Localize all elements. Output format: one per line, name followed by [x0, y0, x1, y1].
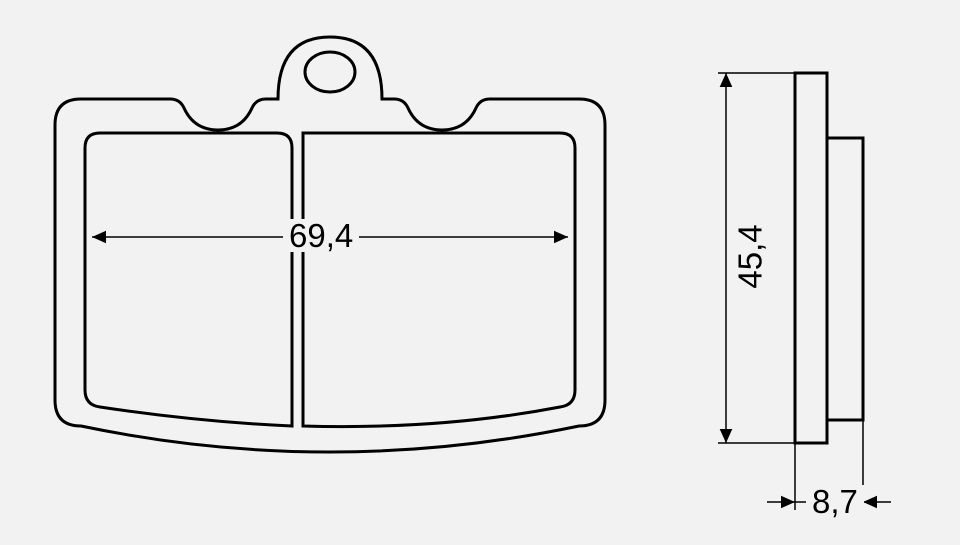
dimension-thickness-label: 8,7 [806, 485, 864, 518]
drawing-svg [0, 0, 960, 545]
friction-pad-left [85, 133, 292, 426]
dimension-height-label: 45,4 [734, 218, 767, 294]
friction-pad-right [303, 133, 575, 427]
technical-drawing: 69,4 45,4 8,7 [0, 0, 960, 545]
side-backing-plate [795, 73, 827, 443]
mounting-hole [305, 52, 355, 92]
side-friction-material [827, 138, 863, 420]
dimension-width-label: 69,4 [283, 219, 359, 252]
